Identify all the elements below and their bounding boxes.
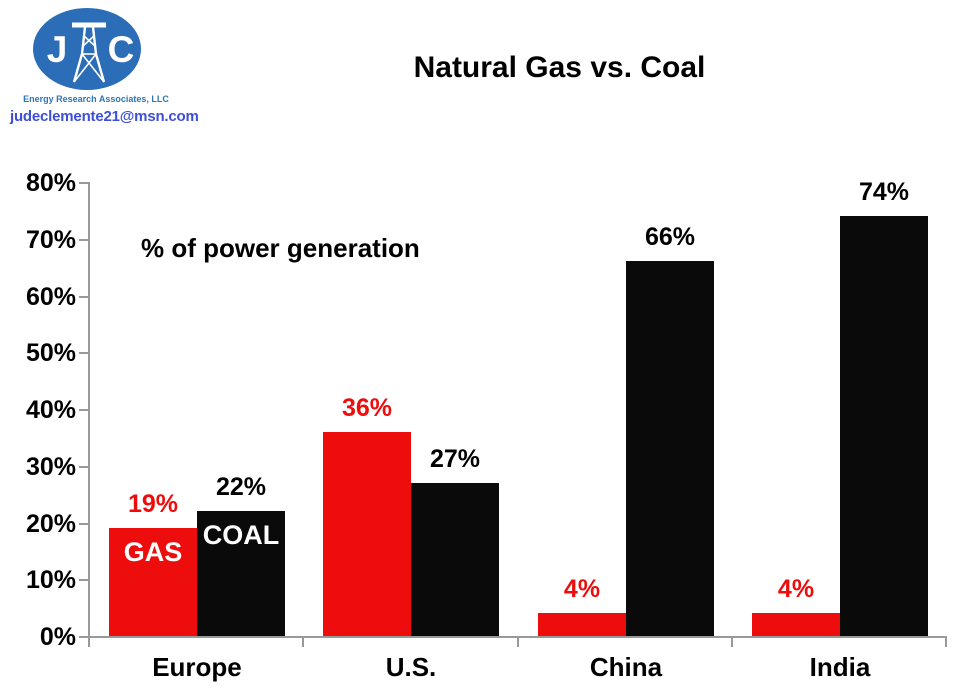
bar-inside-label-coaleurope: COAL bbox=[202, 520, 280, 550]
y-tick-label: 60% bbox=[25, 283, 76, 311]
y-tick-label: 20% bbox=[25, 510, 76, 538]
value-label-gasindia: 4% bbox=[777, 575, 815, 603]
y-tick bbox=[79, 579, 88, 581]
value-label-coalindia: 74% bbox=[858, 178, 910, 206]
bar-gaseurope bbox=[109, 528, 197, 636]
bar-gasindia bbox=[752, 613, 840, 636]
category-label-europe: Europe bbox=[152, 652, 242, 682]
y-tick-label: 0% bbox=[39, 623, 76, 651]
value-label-gaseurope: 19% bbox=[127, 490, 179, 518]
category-label-india: India bbox=[809, 652, 871, 682]
x-tick bbox=[731, 638, 733, 647]
value-label-coalus: 27% bbox=[429, 445, 481, 473]
y-tick bbox=[79, 466, 88, 468]
y-axis-line bbox=[88, 182, 90, 638]
y-tick-label: 40% bbox=[25, 396, 76, 424]
y-tick bbox=[79, 352, 88, 354]
y-tick-label: 80% bbox=[25, 169, 76, 197]
bar-coalchina bbox=[626, 261, 714, 636]
logo-letter-j: J bbox=[47, 29, 68, 70]
x-tick bbox=[945, 638, 947, 647]
value-label-coalchina: 66% bbox=[644, 223, 696, 251]
y-tick-label: 70% bbox=[25, 226, 76, 254]
bar-coalus bbox=[411, 483, 499, 636]
chart-annotation: % of power generation bbox=[141, 233, 420, 263]
y-tick bbox=[79, 239, 88, 241]
value-label-gaschina: 4% bbox=[563, 575, 601, 603]
y-tick bbox=[79, 409, 88, 411]
y-tick bbox=[79, 636, 88, 638]
x-tick bbox=[88, 638, 90, 647]
value-label-coaleurope: 22% bbox=[215, 473, 267, 501]
jtc-logo-icon: J C bbox=[33, 8, 141, 90]
y-tick bbox=[79, 523, 88, 525]
logo-org-name: Energy Research Associates, LLC bbox=[23, 94, 169, 104]
x-axis-line bbox=[88, 636, 947, 638]
bar-inside-label-gaseurope: GAS bbox=[123, 537, 183, 567]
bar-gaschina bbox=[538, 613, 626, 636]
x-tick bbox=[302, 638, 304, 647]
logo-ellipse bbox=[33, 8, 141, 90]
y-tick bbox=[79, 182, 88, 184]
y-tick-label: 30% bbox=[25, 453, 76, 481]
y-tick-label: 10% bbox=[25, 566, 76, 594]
category-label-china: China bbox=[589, 652, 663, 682]
y-tick-label: 50% bbox=[25, 339, 76, 367]
logo-email: judeclemente21@msn.com bbox=[10, 108, 199, 125]
bar-coaleurope bbox=[197, 511, 285, 636]
bar-coalindia bbox=[840, 216, 928, 636]
logo-letter-c: C bbox=[108, 29, 135, 70]
transmission-tower-icon bbox=[72, 22, 106, 83]
value-label-gasus: 36% bbox=[341, 394, 393, 422]
chart-title: Natural Gas vs. Coal bbox=[413, 51, 706, 84]
category-label-us: U.S. bbox=[385, 652, 437, 682]
x-tick bbox=[517, 638, 519, 647]
y-tick bbox=[79, 296, 88, 298]
bar-gasus bbox=[323, 432, 411, 636]
